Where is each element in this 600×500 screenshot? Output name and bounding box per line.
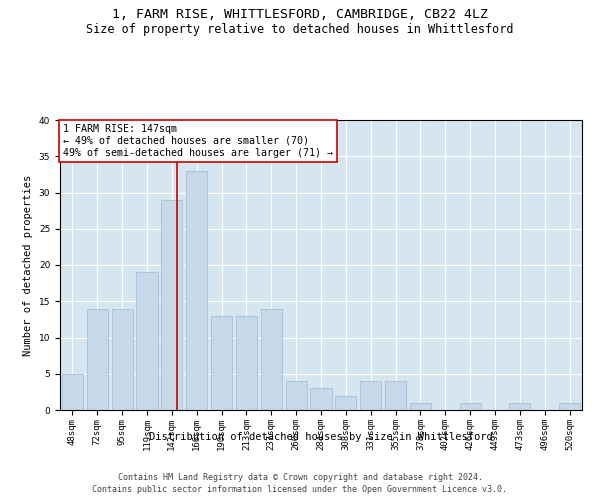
Bar	[385, 381, 406, 410]
Text: 1, FARM RISE, WHITTLESFORD, CAMBRIDGE, CB22 4LZ: 1, FARM RISE, WHITTLESFORD, CAMBRIDGE, C…	[112, 8, 488, 20]
Bar	[261, 308, 282, 410]
Bar	[559, 403, 580, 410]
Bar	[360, 381, 381, 410]
Bar	[161, 200, 182, 410]
Text: Contains HM Land Registry data © Crown copyright and database right 2024.: Contains HM Land Registry data © Crown c…	[118, 472, 482, 482]
Bar	[211, 316, 232, 410]
Bar	[310, 388, 332, 410]
Bar	[87, 308, 108, 410]
Y-axis label: Number of detached properties: Number of detached properties	[23, 174, 33, 356]
Text: Size of property relative to detached houses in Whittlesford: Size of property relative to detached ho…	[86, 22, 514, 36]
Bar	[112, 308, 133, 410]
Text: Contains public sector information licensed under the Open Government Licence v3: Contains public sector information licen…	[92, 485, 508, 494]
Bar	[460, 403, 481, 410]
Text: Distribution of detached houses by size in Whittlesford: Distribution of detached houses by size …	[149, 432, 493, 442]
Text: 1 FARM RISE: 147sqm
← 49% of detached houses are smaller (70)
49% of semi-detach: 1 FARM RISE: 147sqm ← 49% of detached ho…	[62, 124, 332, 158]
Bar	[286, 381, 307, 410]
Bar	[509, 403, 530, 410]
Bar	[236, 316, 257, 410]
Bar	[186, 171, 207, 410]
Bar	[335, 396, 356, 410]
Bar	[136, 272, 158, 410]
Bar	[410, 403, 431, 410]
Bar	[62, 374, 83, 410]
